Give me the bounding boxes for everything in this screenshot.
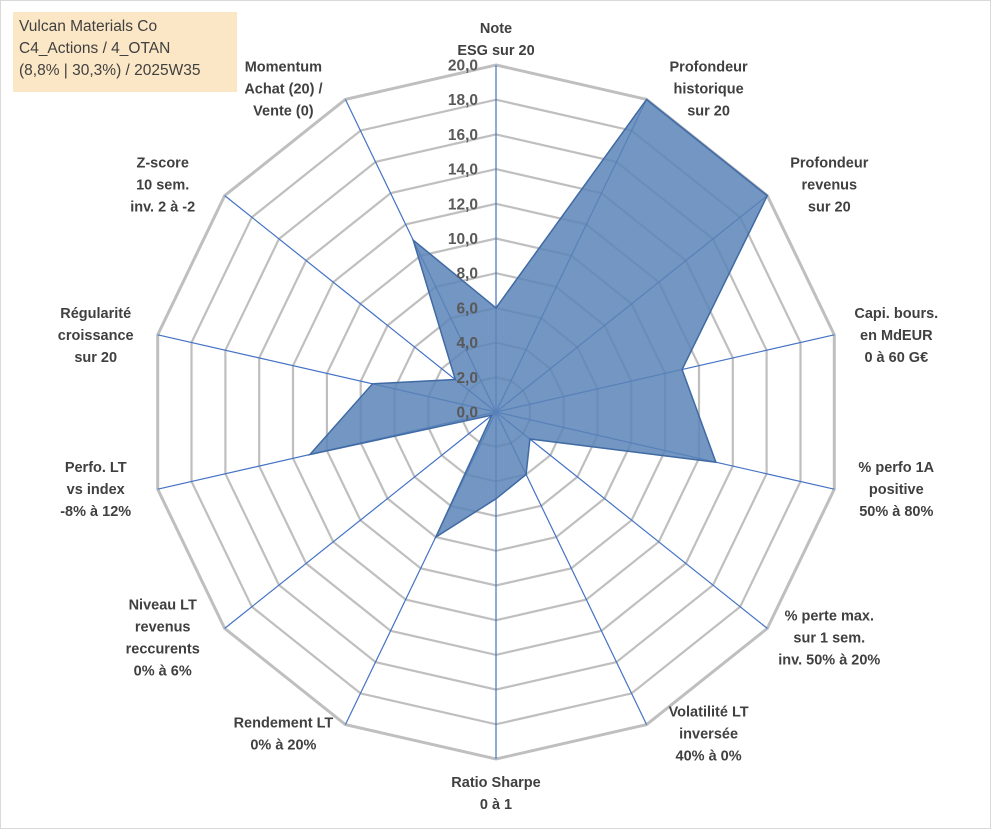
category-label-line: Z-score	[137, 156, 189, 172]
category-label-line: inv. 50% à 20%	[778, 652, 880, 668]
category-label: Niveau LT revenus reccurents 0% à 6%	[126, 597, 200, 679]
category-label-line: sur 20	[687, 103, 730, 119]
tick-label: 16,0	[448, 127, 478, 144]
tick-label: 8,0	[456, 266, 478, 283]
category-label-line: Momentum	[245, 59, 322, 75]
tick-label: 10,0	[448, 231, 478, 248]
category-label: Perfo. LT vs index -8% à 12%	[60, 460, 131, 520]
category-label-line: positive	[869, 482, 924, 498]
category-label-line: 0 à 60 G€	[864, 350, 928, 366]
category-label-line: Capi. bours.	[854, 306, 938, 322]
category-label-line: sur 1 sem.	[793, 630, 865, 646]
category-label-line: 0 à 1	[480, 797, 512, 813]
tick-label: 4,0	[456, 335, 478, 352]
category-label-line: revenus	[135, 619, 191, 635]
category-label-line: Vente (0)	[253, 103, 314, 119]
category-labels: Note ESG sur 20 Profondeur historique sur 20…	[58, 21, 938, 813]
category-label-line: Rendement LT	[234, 716, 334, 732]
portfolio-path: C4_Actions / 4_OTAN	[19, 40, 171, 57]
tick-label: 20,0	[448, 58, 478, 75]
category-label-line: en MdEUR	[860, 328, 933, 344]
category-label-line: historique	[674, 81, 744, 97]
category-label-line: Ratio Sharpe	[451, 775, 540, 791]
category-label-line: Profondeur	[670, 59, 748, 75]
category-label-line: Niveau LT	[129, 597, 197, 613]
category-label-line: sur 20	[74, 350, 117, 366]
category-label: Z-score 10 sem. inv. 2 à -2	[130, 156, 195, 216]
tick-label: 18,0	[448, 92, 478, 109]
category-label-line: 0% à 20%	[250, 738, 316, 754]
axis-spoke	[224, 411, 497, 629]
category-label-line: vs index	[67, 482, 125, 498]
category-label-line: Profondeur	[790, 156, 868, 172]
category-label-line: Volatilité LT	[669, 705, 749, 721]
tick-label: 0,0	[456, 405, 478, 422]
series-area	[307, 98, 769, 540]
category-label-line: inv. 2 à -2	[130, 200, 195, 216]
category-label-line: Perfo. LT	[65, 460, 127, 476]
category-label-line: % perte max.	[785, 608, 874, 624]
category-label-line: -8% à 12%	[60, 504, 131, 520]
category-label-line: ESG sur 20	[457, 43, 534, 59]
category-label-line: revenus	[801, 178, 857, 194]
category-label: Ratio Sharpe 0 à 1	[451, 775, 540, 813]
header-box: Vulcan Materials Co C4_Actions / 4_OTAN …	[13, 12, 237, 92]
category-label: Profondeur historique sur 20	[670, 59, 748, 119]
category-label-line: reccurents	[126, 641, 200, 657]
category-label-line: 10 sem.	[136, 178, 189, 194]
category-label-line: 50% à 80%	[859, 504, 933, 520]
tick-label: 12,0	[448, 196, 478, 213]
axis-spoke	[495, 411, 768, 629]
category-label-line: 0% à 6%	[134, 663, 192, 679]
radar-series	[307, 98, 769, 540]
category-label: Régularité croissance sur 20	[58, 306, 134, 366]
tick-label: 6,0	[456, 300, 478, 317]
category-label-line: inversée	[679, 727, 738, 743]
stats-week: (8,8% | 30,3%) / 2025W35	[19, 62, 201, 79]
category-label-line: 40% à 0%	[676, 749, 742, 765]
category-label: Momentum Achat (20) / Vente (0)	[244, 59, 322, 119]
category-label: Capi. bours. en MdEUR 0 à 60 G€	[854, 306, 938, 366]
category-label-line: sur 20	[808, 200, 851, 216]
tick-label: 2,0	[456, 370, 478, 387]
category-label-line: Note	[480, 21, 512, 37]
category-label-line: Achat (20) /	[244, 81, 322, 97]
category-label-line: % perfo 1A	[858, 460, 934, 476]
category-label-line: croissance	[58, 328, 134, 344]
category-label: Note ESG sur 20	[457, 21, 534, 59]
company-name: Vulcan Materials Co	[19, 18, 158, 35]
radial-tick-labels: 0,0 2,0 4,0 6,0 8,0 10,0 12,0 14,0 16,0 18,0 20,0	[448, 58, 478, 422]
category-label: Volatilité LT inversée 40% à 0%	[669, 705, 749, 765]
category-label: Profondeur revenus sur 20	[790, 156, 868, 216]
tick-label: 14,0	[448, 162, 478, 179]
category-label: Rendement LT 0% à 20%	[234, 716, 334, 754]
category-label: % perfo 1A positive 50% à 80%	[858, 460, 934, 520]
axis-spoke	[224, 195, 497, 413]
category-label-line: Régularité	[60, 306, 131, 322]
category-label: % perte max. sur 1 sem. inv. 50% à 20%	[778, 608, 880, 668]
